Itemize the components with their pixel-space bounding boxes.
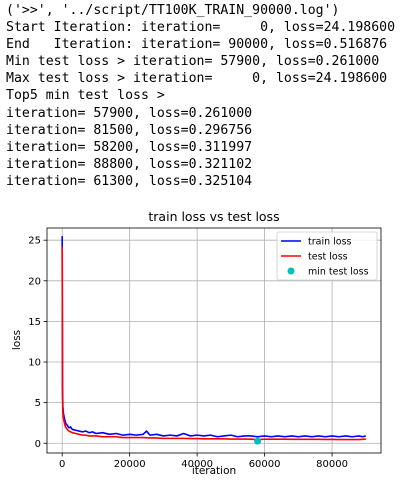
log-output: ('>>', '../script/TT100K_TRAIN_90000.log… [6, 2, 395, 190]
train-loss-line [61, 236, 367, 438]
plot-frame [46, 227, 382, 454]
y-tick-label: 5 [35, 398, 41, 409]
log-line: Max test loss > iteration= 0, loss=24.19… [6, 71, 388, 87]
loss-chart: train loss vs test loss 0 20000 40000 60000… [11, 209, 382, 477]
min-test-loss-point [254, 437, 262, 445]
x-tick-label: 60000 [249, 459, 281, 470]
log-line: Min test loss > iteration= 57900, loss=0… [6, 54, 380, 70]
series-layer [61, 236, 367, 445]
log-line: iteration= 58200, loss=0.311997 [6, 139, 253, 155]
y-tick-label: 10 [28, 358, 41, 369]
y-tick-label: 20 [28, 276, 41, 287]
y-axis-label: loss [11, 330, 23, 350]
x-tick-label: 80000 [316, 459, 348, 470]
legend-label-train-loss: train loss [308, 237, 352, 248]
tick-layer: 0 20000 40000 60000 80000 0 5 10 15 20 25 [28, 236, 348, 470]
log-line: End Iteration: iteration= 90000, loss=0.… [6, 37, 388, 53]
legend-box [276, 231, 378, 281]
log-line: iteration= 57900, loss=0.261000 [6, 105, 253, 121]
x-tick-label: 40000 [181, 459, 213, 470]
y-tick-label: 25 [28, 236, 41, 247]
x-tick-label: 20000 [114, 459, 146, 470]
log-line: ('>>', '../script/TT100K_TRAIN_90000.log… [6, 3, 340, 18]
legend-label-test-loss: test loss [308, 252, 348, 263]
x-tick-label: 0 [59, 459, 65, 470]
y-tick-label: 0 [35, 439, 41, 450]
chart-title: train loss vs test loss [148, 209, 279, 224]
log-line: iteration= 61300, loss=0.325104 [6, 173, 253, 189]
test-loss-line [61, 246, 366, 441]
legend-label-min-test-loss: min test loss [308, 267, 369, 278]
x-axis-label: iteration [192, 465, 236, 477]
log-line: iteration= 88800, loss=0.321102 [6, 156, 253, 172]
log-line: Top5 min test loss > [6, 88, 165, 104]
legend-swatch-min-test-loss [287, 267, 295, 275]
y-tick-label: 15 [28, 317, 41, 328]
legend: train loss test loss min test loss [276, 231, 378, 281]
log-line: Start Iteration: iteration= 0, loss=24.1… [6, 20, 396, 36]
log-line: iteration= 81500, loss=0.296756 [6, 122, 253, 138]
grid-layer [47, 228, 381, 453]
